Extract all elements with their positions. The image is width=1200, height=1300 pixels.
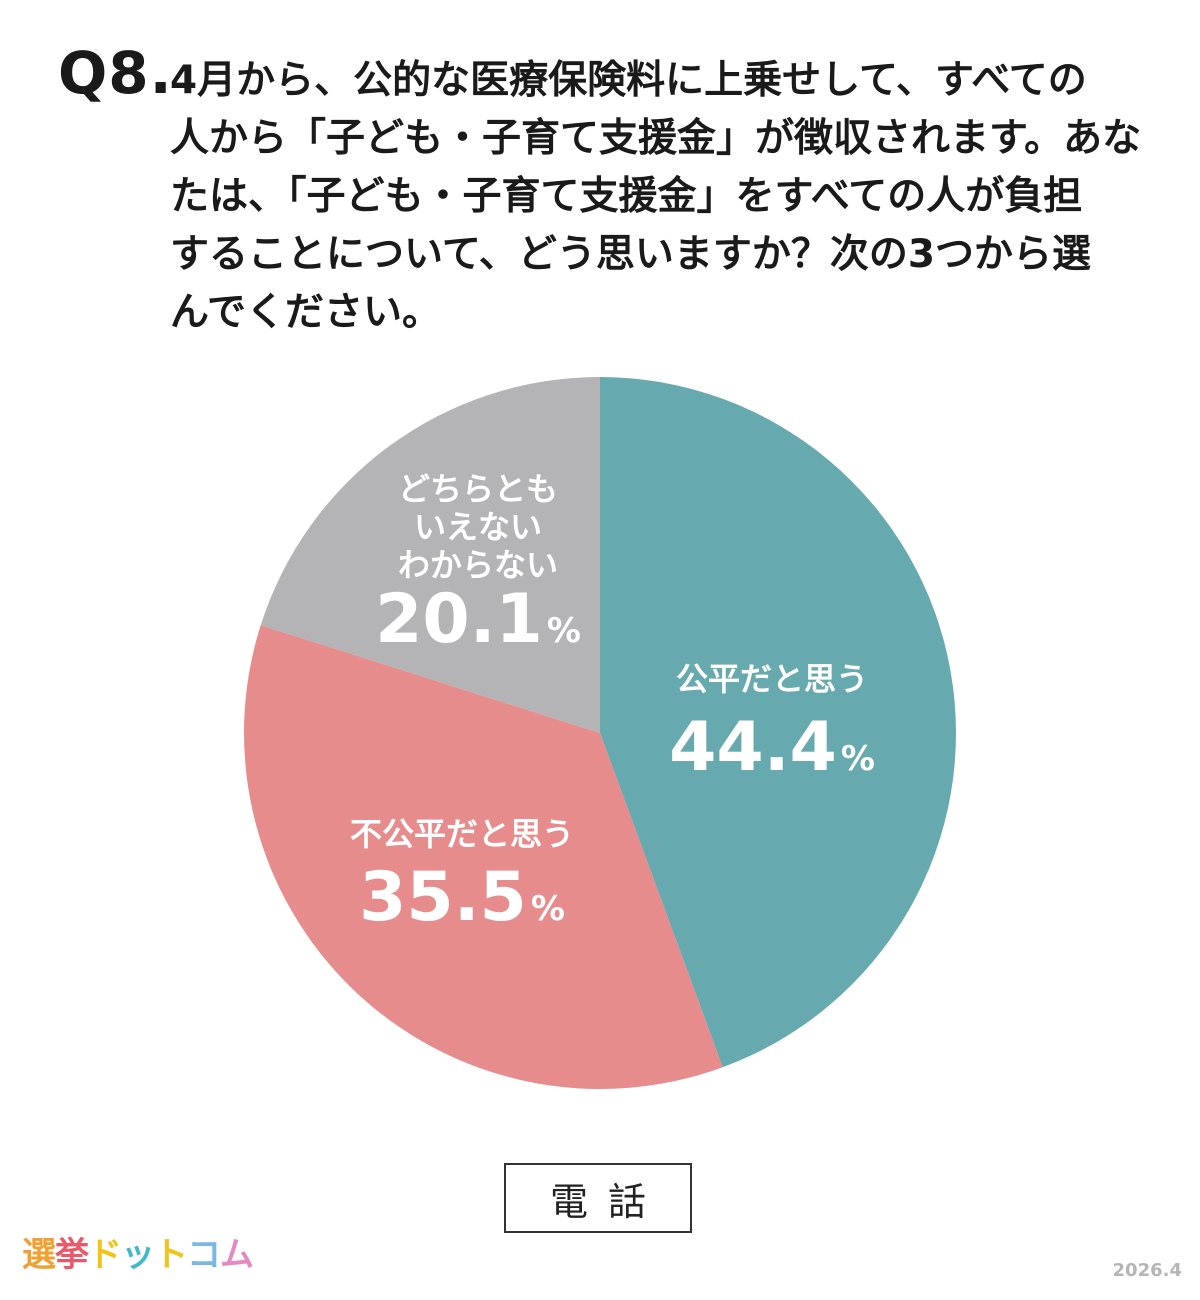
logo-char: コ (187, 1235, 221, 1275)
question-line: たは、「子ども・子育て支援金」をすべての人が負担 (170, 174, 1083, 219)
logo-char: ド (88, 1235, 122, 1275)
logo-char: 挙 (55, 1235, 89, 1275)
survey-date: 2026.4 (1112, 1260, 1182, 1281)
question-line: んでください。 (170, 290, 442, 335)
question-text: 4月から、公的な医療保険料に上乗せして、すべての 人から「子ども・子育て支援金」… (170, 52, 1160, 342)
survey-method-label: 電話 (504, 1163, 692, 1233)
question-line: 4月から、公的な医療保険料に上乗せして、すべての (170, 58, 1087, 103)
slice-label: いえない (414, 508, 542, 546)
question-line: することについて、どう思いますか？次の3つから選 (170, 232, 1092, 277)
slice-label: わからない (398, 546, 558, 584)
slice-label: 不公平だと思う (350, 815, 574, 853)
pie-slice (244, 625, 723, 1089)
site-logo: 選挙ドットコム (22, 1235, 254, 1275)
logo-char: ム (220, 1235, 254, 1275)
logo-char: 選 (22, 1235, 56, 1275)
question-number: Q8. (58, 39, 173, 107)
logo-char: ト (154, 1235, 188, 1275)
slice-label: 公平だと思う (676, 660, 868, 698)
pie-slice (260, 377, 600, 733)
question-line: 人から「子ども・子育て支援金」が徴収されます。あな (170, 116, 1142, 161)
logo-char: ッ (121, 1235, 155, 1275)
pie-slice (600, 377, 956, 1068)
slice-label: どちらとも (398, 470, 558, 508)
